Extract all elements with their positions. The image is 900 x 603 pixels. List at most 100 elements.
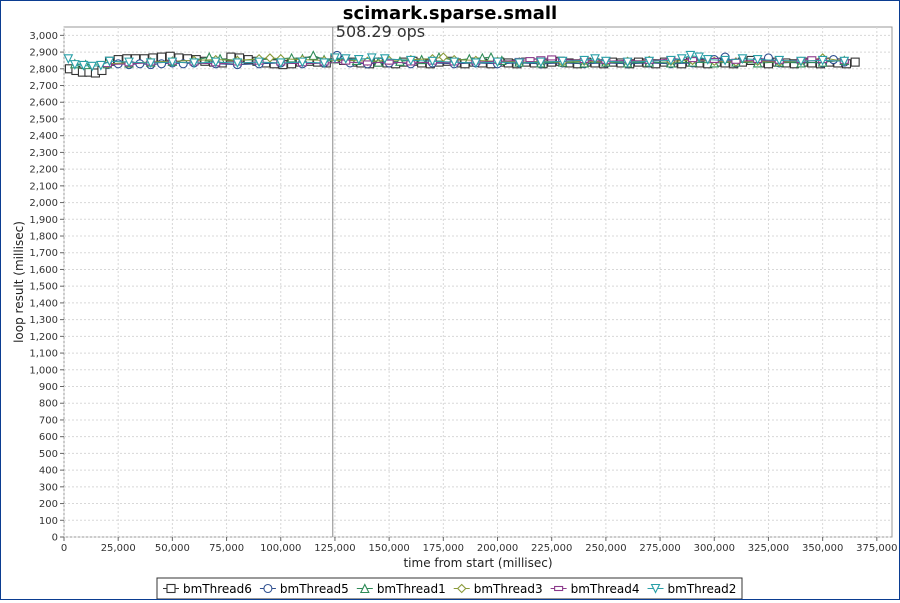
data-point	[676, 54, 687, 65]
data-point	[167, 57, 178, 68]
data-point	[297, 57, 308, 68]
x-axis: 0 25,000 50,000 75,000 100,000 125,000 150,000…	[61, 537, 898, 554]
x-tick-label: 125,000	[314, 543, 355, 554]
data-point	[694, 52, 704, 63]
grid-lines	[63, 27, 892, 538]
data-point	[644, 56, 655, 67]
legend-label: bmThread1	[377, 582, 446, 596]
x-tick-label: 25,000	[101, 543, 136, 554]
x-tick-label: 200,000	[477, 543, 518, 554]
data-point	[720, 55, 730, 66]
plot-area	[63, 26, 893, 538]
data-point	[774, 55, 785, 66]
data-point	[204, 51, 215, 62]
marker-label: 508.29 ops	[336, 22, 425, 41]
y-tick-label: 1,500	[29, 282, 58, 293]
y-tick-label: 200	[39, 499, 58, 510]
data-point	[254, 57, 264, 68]
y-axis: 0 100 200 300 400 500 600 700 800 900 1,000 1,100 1,…	[29, 31, 64, 544]
x-tick-label: 150,000	[368, 543, 409, 554]
x-tick-label: 75,000	[209, 543, 244, 554]
data-point	[547, 55, 557, 61]
x-tick-label: 275,000	[639, 543, 680, 554]
y-tick-label: 1,400	[29, 298, 58, 309]
data-point	[286, 52, 297, 63]
y-tick-label: 2,400	[29, 131, 58, 142]
data-point	[78, 60, 89, 71]
data-point	[622, 57, 633, 68]
y-tick-label: 1,800	[29, 232, 58, 243]
y-tick-label: 2,500	[29, 114, 58, 125]
data-point	[817, 55, 828, 66]
x-tick-label: 325,000	[748, 543, 789, 554]
x-tick-label: 375,000	[856, 543, 897, 554]
y-tick-label: 3,000	[29, 31, 58, 42]
data-point	[265, 53, 275, 63]
y-tick-label: 300	[39, 482, 58, 493]
data-point	[590, 54, 600, 65]
chart-title: scimark.sparse.small	[343, 3, 557, 24]
data-point	[688, 57, 698, 63]
data-point	[340, 54, 351, 65]
data-point	[63, 54, 74, 65]
data-point	[752, 55, 763, 65]
legend-marker	[456, 583, 467, 594]
y-tick-label: 100	[39, 516, 58, 527]
legend: bmThread6 bmThread5 bmThread1 bmThread3 bmTh…	[156, 577, 743, 600]
y-tick-label: 1,100	[29, 349, 58, 360]
x-tick-label: 100,000	[260, 543, 301, 554]
marker-layer: 508.29 ops	[332, 22, 425, 537]
y-tick-label: 800	[39, 399, 58, 410]
data-point	[353, 55, 364, 65]
legend-item-bmThread3: bmThread3	[453, 582, 543, 596]
data-point	[796, 56, 806, 67]
data-point	[557, 56, 568, 67]
data-point	[366, 53, 377, 64]
y-tick-label: 2,900	[29, 48, 58, 59]
data-point	[87, 61, 98, 72]
legend-label: bmThread2	[668, 582, 737, 596]
y-tick-label: 2,000	[29, 198, 58, 209]
data-point	[145, 58, 156, 69]
legend-marker	[263, 583, 273, 594]
y-tick-label: 2,200	[29, 165, 58, 176]
data-point	[232, 58, 243, 69]
series-layer	[63, 50, 860, 78]
data-point	[685, 50, 696, 61]
legend-marker	[166, 583, 176, 594]
y-tick-label: 900	[39, 382, 58, 393]
data-point	[737, 54, 748, 65]
data-point	[427, 56, 438, 67]
legend-marker	[554, 585, 564, 592]
data-point	[69, 60, 80, 70]
data-point	[470, 58, 481, 69]
y-tick-label: 1,300	[29, 315, 58, 326]
legend-item-bmThread1: bmThread1	[356, 582, 446, 596]
data-point	[492, 57, 503, 68]
legend-item-bmThread2: bmThread2	[647, 582, 737, 596]
data-point	[319, 58, 329, 69]
series-line-bmThread2	[67, 54, 845, 67]
legend-marker	[359, 583, 370, 594]
y-tick-label: 1,000	[29, 365, 58, 376]
data-point	[514, 58, 525, 69]
data-point	[807, 56, 817, 62]
data-point	[189, 58, 199, 69]
data-point	[379, 54, 390, 65]
data-point	[178, 59, 188, 69]
data-point	[405, 55, 416, 66]
data-point	[104, 56, 115, 67]
data-point	[850, 57, 860, 67]
data-point	[535, 57, 546, 68]
y-tick-label: 1,200	[29, 332, 58, 343]
data-point	[702, 55, 713, 65]
legend-marker	[650, 583, 661, 594]
data-point	[95, 60, 106, 71]
y-tick-label: 1,700	[29, 248, 58, 259]
legend-item-bmThread5: bmThread5	[259, 582, 349, 596]
data-point	[449, 57, 460, 68]
data-point	[362, 60, 373, 66]
x-tick-label: 0	[61, 543, 67, 554]
